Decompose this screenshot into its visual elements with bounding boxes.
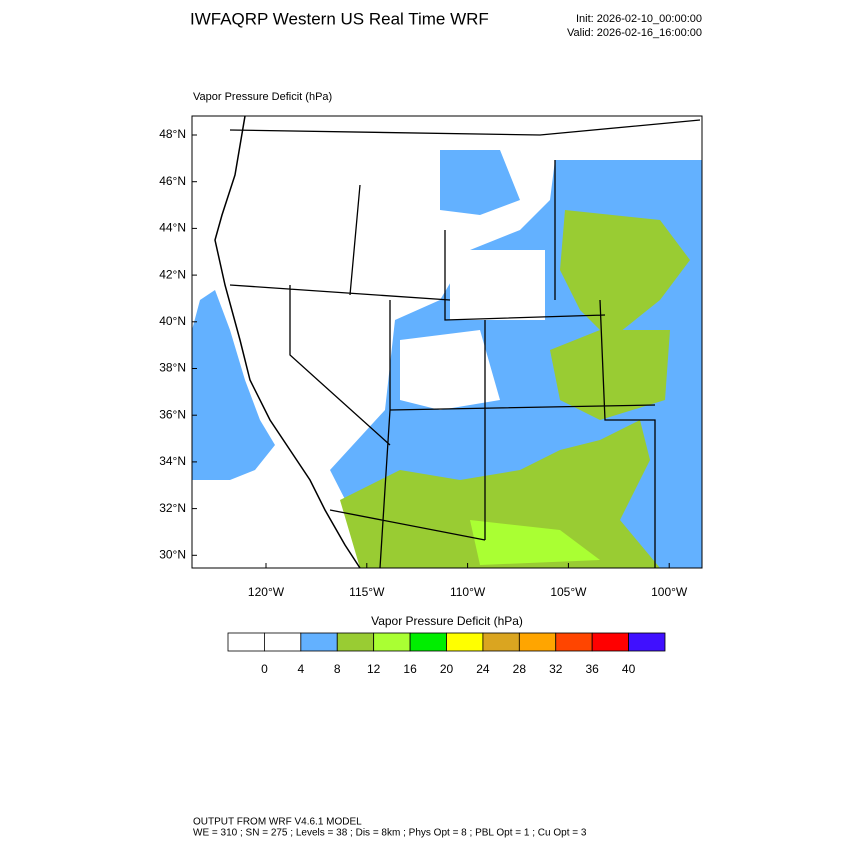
colorbar-box xyxy=(591,632,629,652)
lon-label: 120°W xyxy=(248,585,285,599)
valid-time: Valid: 2026-02-16_16:00:00 xyxy=(567,27,702,39)
colorbar-box xyxy=(628,632,666,652)
vpd-green xyxy=(340,420,660,568)
footer-line: WE = 310 ; SN = 275 ; Levels = 38 ; Dis … xyxy=(193,828,587,839)
map-frame xyxy=(191,115,703,569)
init-time: Init: 2026-02-10_00:00:00 xyxy=(576,13,702,25)
colorbar-box xyxy=(227,632,265,652)
lon-label: 105°W xyxy=(550,585,587,599)
vpd-green xyxy=(550,330,670,420)
vpd-white xyxy=(450,250,545,320)
colorbar-label: 4 xyxy=(297,662,304,676)
lat-label: 34°N xyxy=(159,454,186,468)
colorbar-box xyxy=(373,632,411,652)
state-borders xyxy=(229,119,701,568)
colorbar-title: Vapor Pressure Deficit (hPa) xyxy=(371,614,523,628)
colorbar-label: 20 xyxy=(440,662,454,676)
colorbar-label: 16 xyxy=(403,662,417,676)
lon-label: 100°W xyxy=(651,585,688,599)
colorbar-label: 28 xyxy=(513,662,527,676)
coastline xyxy=(214,116,361,568)
colorbar-label: 36 xyxy=(585,662,599,676)
lat-label: 48°N xyxy=(159,127,186,141)
colorbar-label: 8 xyxy=(334,662,341,676)
colorbar-box xyxy=(555,632,593,652)
colorbar-label: 32 xyxy=(549,662,563,676)
ocean-vpd xyxy=(192,290,275,480)
lat-label: 46°N xyxy=(159,174,186,188)
vpd-white xyxy=(400,330,500,410)
lat-label: 42°N xyxy=(159,267,186,281)
colorbar-box xyxy=(482,632,520,652)
vpd-blue xyxy=(440,150,520,215)
lat-label: 36°N xyxy=(159,407,186,421)
colorbar-label: 24 xyxy=(476,662,490,676)
lat-label: 40°N xyxy=(159,314,186,328)
colorbar-label: 12 xyxy=(367,662,381,676)
title: IWFAQRP Western US Real Time WRF xyxy=(190,9,489,28)
lat-label: 32°N xyxy=(159,501,186,515)
colorbar-box xyxy=(446,632,484,652)
colorbar-box xyxy=(518,632,557,652)
lat-label: 44°N xyxy=(159,221,186,235)
colorbar-box xyxy=(336,632,375,652)
map xyxy=(192,116,702,568)
colorbar-box xyxy=(264,632,302,652)
lon-label: 110°W xyxy=(450,585,486,599)
footer-line: OUTPUT FROM WRF V4.6.1 MODEL xyxy=(193,817,362,828)
lon-label: 115°W xyxy=(349,585,385,599)
colorbar-box xyxy=(300,632,338,652)
lat-label: 30°N xyxy=(159,547,186,561)
colorbar-box xyxy=(409,632,447,652)
lat-label: 38°N xyxy=(159,361,186,375)
colorbar-label: 0 xyxy=(261,662,268,676)
vpd-green xyxy=(560,210,690,340)
field-label: Vapor Pressure Deficit (hPa) xyxy=(193,91,332,103)
vpd-lightgreen xyxy=(470,520,600,565)
colorbar-label: 40 xyxy=(622,662,636,676)
